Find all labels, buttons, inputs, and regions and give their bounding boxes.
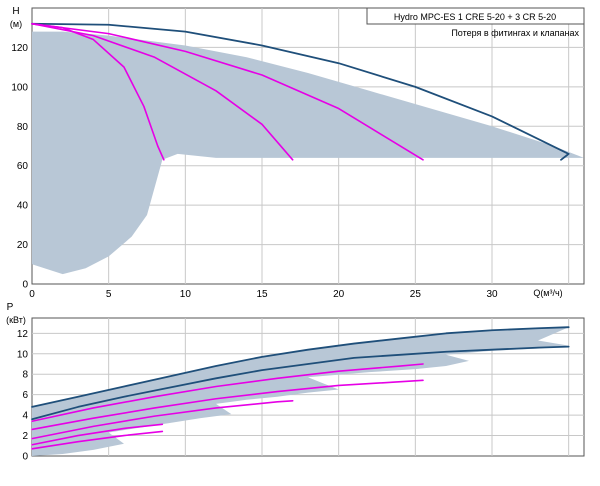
- head-x-tick-label: 30: [486, 289, 498, 300]
- power-pump-curve: [31, 399, 294, 440]
- head-pump-curve: [31, 22, 294, 161]
- head-x-tick-label: 5: [106, 289, 112, 300]
- head-axis-unit: (м): [10, 19, 22, 29]
- legend-losses-note: Потеря в фитингах и клапанах: [451, 28, 579, 38]
- head-envelope-curve: [31, 22, 570, 161]
- power-y-tick-label: 2: [22, 431, 28, 442]
- head-x-tick-label: 20: [333, 289, 345, 300]
- power-y-tick-label: 4: [22, 411, 28, 422]
- power-y-tick-label: 12: [17, 329, 29, 340]
- power-y-tick-label: 0: [22, 452, 28, 463]
- power-curves: [31, 326, 570, 450]
- power-axis-unit: (кВт): [6, 315, 26, 325]
- head-region-area: [32, 31, 584, 275]
- head-x-tick-label: 25: [410, 289, 422, 300]
- power-axis-label: P: [7, 302, 14, 313]
- head-x-tick-label: 0: [29, 289, 35, 300]
- head-x-tick-label: 10: [180, 289, 192, 300]
- head-y-tick-label: 120: [11, 43, 28, 54]
- power-operating-region: [32, 327, 569, 456]
- power-envelope-curve: [31, 345, 570, 421]
- head-y-tick-label: 20: [17, 240, 29, 251]
- power-pump-curve: [31, 379, 424, 431]
- flow-axis-label: Q(м³/ч): [533, 288, 562, 298]
- head-y-tick-label: 0: [22, 280, 28, 291]
- head-operating-region: [32, 31, 584, 275]
- head-y-tick-label: 40: [17, 201, 29, 212]
- head-tick-labels: 0 20 40 60 80 100 120 0 5 10 15 20 25 30: [11, 43, 498, 300]
- power-pump-curve: [31, 430, 164, 450]
- head-x-tick-label: 15: [256, 289, 268, 300]
- head-axis-label: H: [12, 6, 19, 17]
- power-y-tick-label: 10: [17, 349, 29, 360]
- head-y-tick-label: 80: [17, 122, 29, 133]
- head-y-tick-label: 100: [11, 82, 28, 93]
- power-y-tick-label: 8: [22, 370, 28, 381]
- power-pump-curve: [31, 423, 164, 446]
- power-envelope-curve: [31, 326, 570, 408]
- head-curves: [31, 22, 570, 161]
- power-y-tick-label: 6: [22, 390, 28, 401]
- power-pump-curve: [31, 363, 424, 423]
- head-y-tick-label: 60: [17, 161, 29, 172]
- power-tick-labels: 0 2 4 6 8 10 12: [17, 329, 29, 463]
- legend-pump-model: Hydro MPC-ES 1 CRE 5-20 + 3 CR 5-20: [394, 12, 556, 22]
- power-region-area: [32, 327, 569, 456]
- head-pump-curve: [31, 22, 424, 161]
- legend-box: [366, 7, 585, 25]
